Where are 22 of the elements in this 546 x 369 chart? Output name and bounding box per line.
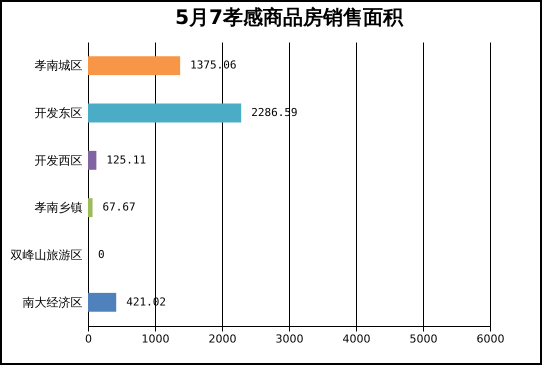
y-tick-label: 孝南城区	[34, 58, 82, 73]
bar	[88, 56, 180, 76]
x-tick-label: 2000	[208, 332, 236, 346]
data-label: 0	[98, 248, 105, 261]
x-tick-label: 3000	[276, 332, 304, 346]
x-tick-label: 1000	[142, 332, 170, 346]
y-tick-label: 开发东区	[34, 106, 82, 120]
bar	[88, 104, 242, 122]
bar	[88, 292, 116, 312]
bar	[88, 198, 93, 218]
chart-title: 5月7孝感商品房销售面积	[175, 5, 404, 29]
y-tick-label: 双峰山旅游区	[10, 248, 82, 262]
y-tick-label: 南大经济区	[22, 295, 82, 310]
y-tick-label: 开发西区	[34, 153, 82, 168]
y-tick-label: 孝南乡镇	[34, 200, 82, 215]
bar	[88, 150, 96, 170]
x-tick-label: 5000	[410, 332, 438, 346]
data-label: 67.67	[102, 200, 136, 214]
x-tick-label: 6000	[476, 332, 504, 346]
x-tick-label: 4000	[342, 332, 370, 346]
data-label: 125.11	[106, 153, 146, 166]
x-tick-label: 0	[85, 332, 92, 346]
